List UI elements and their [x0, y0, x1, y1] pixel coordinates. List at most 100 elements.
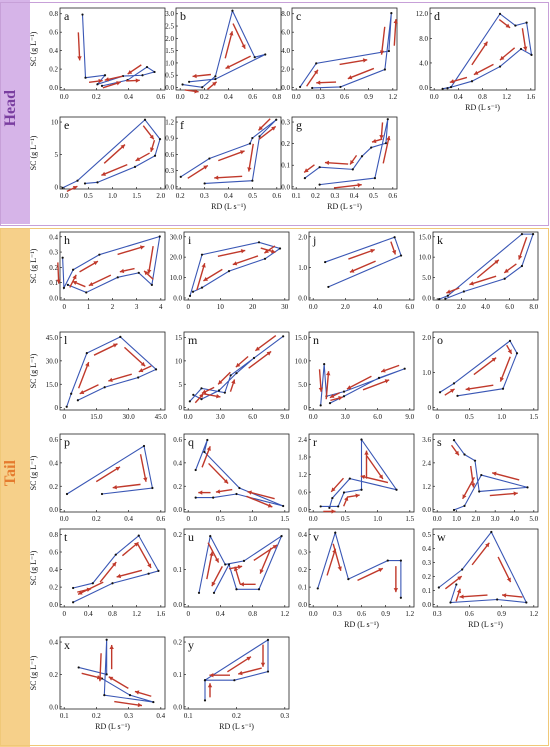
hysteresis-line [66, 445, 154, 495]
direction-arrow [465, 384, 494, 391]
data-point [227, 270, 231, 273]
x-tick-label: 2.0 [457, 303, 466, 311]
direction-arrow [362, 379, 390, 391]
y-tick-label: 2.0 [281, 66, 290, 74]
direction-arrow [217, 249, 246, 258]
data-point [258, 135, 261, 138]
data-point [85, 291, 88, 294]
data-point [212, 496, 215, 499]
subplot-a: a 0.0 0.2 0.4 0.6 0.0 0.2 0.4 0.6 0.8 SC (g L⁻¹) [29, 7, 166, 101]
x-tick-label: 0.4 [124, 93, 133, 101]
arrow-head [209, 673, 214, 678]
x-tick-label: 0.4 [216, 610, 225, 618]
data-point [514, 24, 517, 27]
x-tick-label: 0.3 [333, 610, 342, 618]
data-point [303, 176, 306, 180]
x-tick-label: 2.0 [341, 303, 350, 311]
direction-arrow [88, 274, 112, 287]
x-tick-label: 1.2 [132, 610, 141, 618]
subplot-k: k 0 2.0 4.0 6.0 8.0 0.0 5.0 10.0 15.0 [419, 231, 539, 311]
data-point [360, 155, 364, 158]
data-point [327, 285, 330, 289]
direction-arrow [232, 23, 246, 50]
y-tick-label: 0.9 [165, 135, 174, 143]
y-tick-label: 8.0 [281, 10, 290, 18]
subplot-i: i 0 10 20 30 0.0 10.0 20.0 30.0 [170, 231, 290, 311]
y-tick-label: 0.6 [298, 489, 307, 497]
data-point [229, 374, 232, 377]
head-section-band [0, 0, 30, 224]
subplot-frame [183, 331, 290, 411]
x-tick-label: 0.0 [176, 93, 185, 101]
data-point [194, 496, 197, 499]
data-point [231, 9, 234, 12]
arrow-head [364, 450, 369, 455]
x-tick-label: 4 [159, 303, 163, 311]
arrow-head [116, 573, 122, 579]
direction-arrow [225, 55, 251, 70]
direction-arrow [489, 492, 518, 497]
y-tick-label: 0.1 [49, 279, 58, 287]
arrow-head [450, 388, 455, 393]
data-point [66, 283, 69, 286]
arrow-head [79, 390, 85, 395]
x-axis-label: RD (L s⁻¹) [468, 620, 503, 629]
data-point [147, 572, 150, 575]
y-tick-label: 0.2 [49, 264, 58, 272]
x-tick-label: 0.6 [156, 93, 165, 101]
x-tick-label: 2.0 [156, 192, 165, 200]
data-point [444, 297, 447, 300]
y-tick-label: 0.0 [298, 601, 307, 609]
direction-arrow [333, 183, 362, 189]
direction-arrow [114, 700, 143, 707]
data-point [266, 638, 270, 641]
arrow-head [72, 280, 78, 285]
data-point [103, 74, 107, 77]
hysteresis-line [317, 530, 402, 598]
x-tick-label: 0.8 [478, 93, 487, 101]
arrow-head [499, 55, 505, 61]
arrow-head [239, 582, 244, 587]
arrow-head [349, 268, 355, 273]
x-tick-label: 30.0 [122, 413, 135, 421]
data-point [377, 376, 381, 379]
data-point [498, 65, 502, 68]
arrow-head [211, 581, 216, 587]
x-tick-label: 8.0 [529, 303, 538, 311]
y-axis-label: SC (g L⁻¹) [29, 455, 38, 490]
panel-letter: b [180, 9, 186, 23]
y-tick-label: 1.2 [165, 119, 174, 127]
direction-arrow [473, 357, 497, 376]
data-point [152, 700, 155, 704]
panel-letter: y [188, 638, 194, 652]
direction-arrow [93, 343, 118, 356]
y-tick-label: 1.2 [298, 471, 307, 479]
data-point [342, 390, 346, 393]
data-point [214, 77, 217, 81]
x-axis-label: RD (L s⁻¹) [211, 202, 246, 211]
data-point [315, 62, 318, 65]
data-point [319, 505, 322, 508]
x-tick-label: 0.6 [388, 192, 397, 200]
direction-arrow [339, 59, 368, 66]
direction-arrow [469, 275, 497, 286]
data-point [324, 260, 327, 264]
arrow-head [109, 644, 114, 649]
subplot-w: w 0.3 0.6 0.9 1.2 0.0 0.1 0.2 0.3 0.4 0.5 RD (L s⁻¹… [422, 528, 539, 629]
y-tick-label: 0.0 [281, 183, 290, 191]
data-point [496, 598, 499, 601]
hysteresis-line [180, 119, 277, 185]
data-point [390, 12, 393, 15]
direction-arrow [123, 346, 146, 367]
data-point [319, 404, 322, 407]
x-tick-label: 6.0 [405, 303, 414, 311]
arrow-head [381, 368, 386, 373]
data-point [520, 233, 524, 236]
y-tick-label: 0.4 [173, 459, 182, 467]
data-point [217, 389, 221, 392]
data-point [227, 563, 231, 566]
direction-arrow [196, 263, 206, 291]
arrow-head [379, 135, 384, 140]
x-tick-label: 0.3 [433, 610, 442, 618]
hysteresis-line [453, 439, 528, 511]
